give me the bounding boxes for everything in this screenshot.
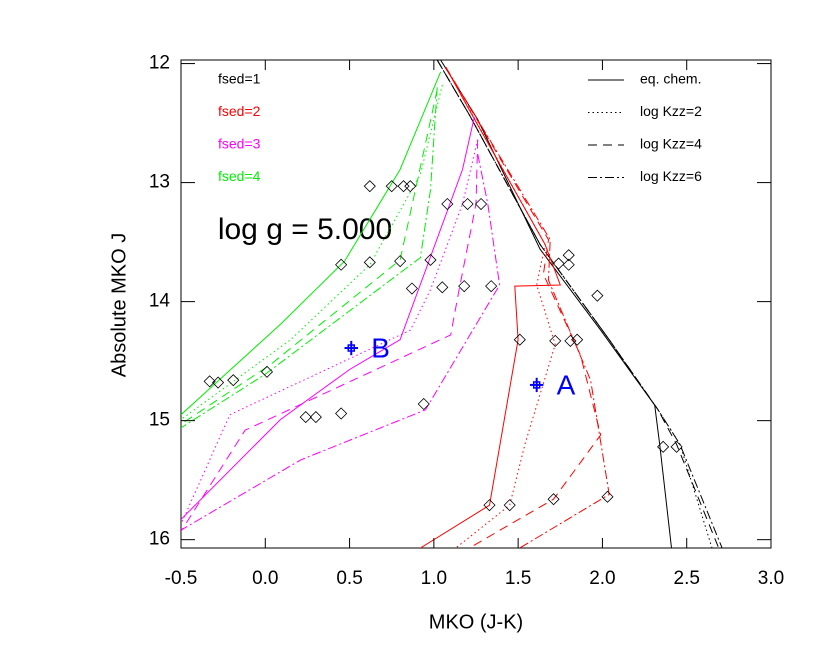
diamond-marker	[417, 397, 430, 411]
y-tick-label: 13	[149, 172, 170, 193]
diamond-marker	[552, 257, 565, 270]
legend-label: fsed=3	[218, 136, 261, 152]
diamond-marker	[404, 180, 417, 193]
diamond-marker	[335, 407, 348, 420]
diamond-marker	[474, 197, 488, 211]
x-tick-label: -0.5	[165, 568, 198, 589]
diamond-marker	[436, 281, 449, 294]
diamond-marker	[547, 493, 560, 506]
model-line	[445, 66, 556, 548]
observation	[347, 344, 356, 352]
x-tick-label: 3.0	[758, 568, 784, 589]
model-line	[181, 89, 438, 425]
legend-label: fsed=2	[218, 103, 261, 119]
diamond-marker	[657, 440, 670, 453]
model-line	[181, 153, 501, 531]
x-tick-label: 1.0	[421, 568, 447, 589]
legend-label: log Kzz=2	[640, 103, 702, 119]
diamond-marker	[335, 258, 348, 271]
observation-label: A	[557, 369, 576, 400]
diamond-marker	[385, 180, 398, 193]
diamond-marker	[394, 255, 407, 268]
x-tick-label: 2.0	[589, 568, 615, 589]
x-axis-title: MKO (J-K)	[429, 611, 523, 633]
model-line	[181, 87, 438, 429]
legend-label: fsed=1	[218, 71, 261, 87]
model-line	[436, 60, 723, 548]
diamond-marker	[485, 280, 498, 293]
diamond-marker	[260, 365, 274, 378]
model-line	[181, 139, 479, 525]
diamond-marker	[503, 499, 516, 512]
diamond-marker	[549, 334, 562, 347]
diamond-marker	[601, 490, 614, 503]
diamond-marker	[441, 197, 454, 211]
diamond-marker	[670, 440, 683, 453]
y-tick-label: 12	[149, 53, 170, 74]
plot-frame	[180, 59, 772, 549]
diamond-marker	[363, 256, 376, 269]
observation-label: B	[371, 332, 390, 363]
model-line	[445, 66, 610, 548]
model-line	[181, 71, 442, 416]
model-lines	[181, 60, 723, 548]
model-line	[420, 66, 562, 548]
model-line	[436, 60, 720, 548]
diamond-marker	[562, 258, 575, 271]
y-axis-title: Absolute MKO J	[108, 233, 130, 378]
diamond-marker	[483, 499, 496, 512]
x-tick-label: 0.5	[336, 568, 362, 589]
diamond-marker	[591, 289, 604, 302]
diamond-marker	[203, 375, 216, 388]
diamond-marker	[458, 280, 471, 293]
diamond-marker	[513, 333, 526, 346]
diamond-marker	[562, 249, 575, 262]
diamond-marker	[424, 253, 437, 267]
model-line	[445, 66, 602, 548]
legend-label: log Kzz=6	[640, 168, 702, 184]
x-tick-label: 0.0	[252, 568, 278, 589]
annotation: log g = 5.000	[218, 213, 392, 246]
diamond-marker	[397, 180, 410, 193]
diamond-marker	[309, 411, 322, 424]
observation	[532, 381, 541, 389]
diamond-marker	[363, 180, 376, 193]
diamond-marker	[461, 197, 474, 211]
diamond-marker	[571, 333, 584, 346]
y-tick-label: 15	[149, 410, 170, 431]
model-line	[181, 139, 479, 532]
diamond-marker	[564, 334, 577, 347]
diamond-marker	[212, 376, 225, 389]
x-tick-label: 1.5	[505, 568, 531, 589]
model-line	[440, 60, 672, 548]
y-tick-label: 14	[149, 291, 171, 312]
legend-label: eq. chem.	[640, 71, 701, 87]
diamond-marker	[299, 411, 312, 424]
diamond-marker	[227, 374, 240, 387]
model-line	[181, 116, 475, 520]
model-line	[436, 60, 713, 548]
diamond-marker	[405, 282, 419, 295]
legend-label: fsed=4	[218, 168, 261, 184]
legend-label: log Kzz=4	[640, 136, 702, 152]
x-tick-label: 2.5	[674, 568, 700, 589]
y-tick-label: 16	[149, 529, 170, 550]
